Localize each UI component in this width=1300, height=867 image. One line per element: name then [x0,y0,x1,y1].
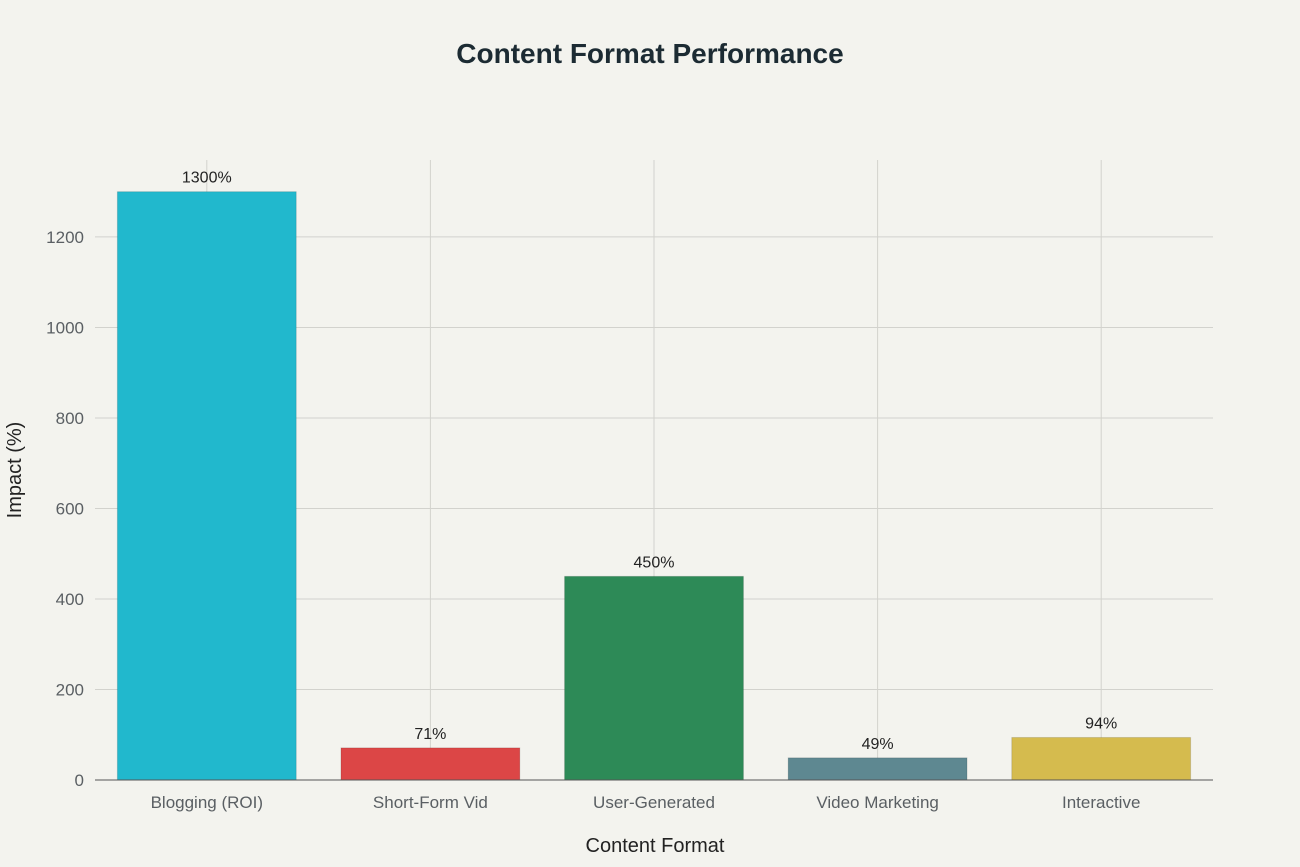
y-tick-label: 600 [56,499,84,518]
x-tick-label: Interactive [1062,793,1140,812]
x-axis-label: Content Format [586,835,725,857]
chart-title: Content Format Performance [456,38,843,69]
bar [787,757,968,781]
bar-value-label: 71% [414,726,446,743]
x-tick-label: Blogging (ROI) [151,793,263,812]
bars [116,191,1192,781]
y-tick-label: 1200 [46,228,84,247]
bar-value-label: 450% [634,554,675,571]
bar [340,747,521,781]
y-tick-label: 0 [75,771,84,790]
x-tick-label: User-Generated [593,793,715,812]
bar [1011,736,1192,781]
y-axis-ticks: 0 200 400 600 800 1000 1200 [46,228,84,790]
y-tick-label: 200 [56,680,84,699]
bar [564,575,744,781]
bar-value-label: 94% [1085,715,1117,732]
y-tick-label: 1000 [46,318,84,337]
bar [116,191,297,781]
bar-value-label: 1300% [182,170,232,187]
y-tick-label: 400 [56,590,84,609]
data-labels: 1300% 71% 450% 49% 94% [182,170,1117,753]
x-tick-label: Short-Form Vid [373,793,488,812]
y-axis-label: Impact (%) [4,422,26,519]
x-axis-ticks: Blogging (ROI) Short-Form Vid User-Generat… [151,793,1141,812]
bar-value-label: 49% [862,736,894,753]
y-tick-label: 800 [56,409,84,428]
x-tick-label: Video Marketing [816,793,939,812]
